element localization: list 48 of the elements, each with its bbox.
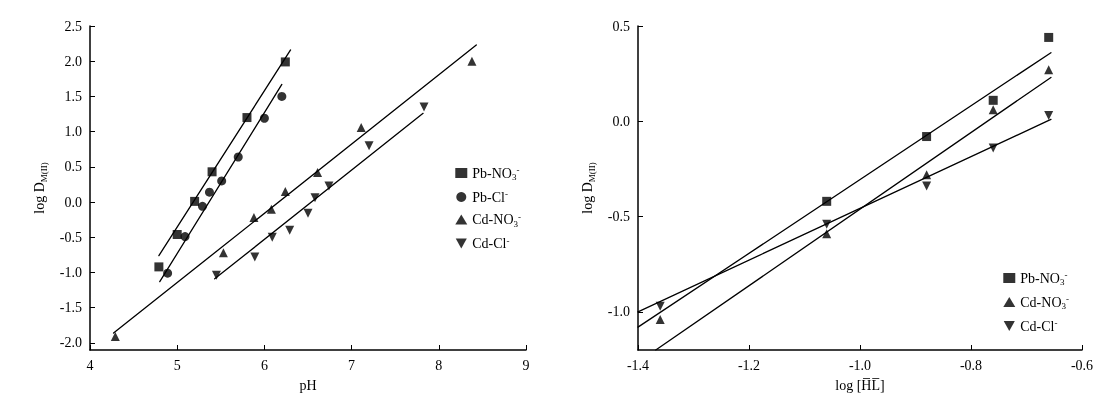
x-tick-label: -0.8 xyxy=(959,357,983,373)
x-tick-label: 5 xyxy=(173,357,181,373)
point xyxy=(324,181,334,191)
y-tick-label: -0.5 xyxy=(607,209,630,225)
legend-label: Cd-Cl- xyxy=(472,235,510,251)
y-tick-label: 2.0 xyxy=(64,53,82,69)
x-tick-label: 4 xyxy=(86,357,94,373)
x-axis-title: pH xyxy=(299,377,317,393)
y-tick-label: 0.5 xyxy=(612,18,630,34)
point xyxy=(655,315,665,325)
y-tick-label: -1.0 xyxy=(607,304,630,320)
y-tick-label: -1.5 xyxy=(59,300,82,316)
point xyxy=(204,187,214,197)
point xyxy=(211,270,221,280)
x-tick-label: -1.0 xyxy=(848,357,872,373)
x-tick-label: -0.6 xyxy=(1070,357,1094,373)
x-tick-label: 6 xyxy=(260,357,268,373)
y-tick-label: 0.5 xyxy=(64,159,82,175)
y-tick-label: 2.5 xyxy=(64,18,82,34)
point xyxy=(364,141,374,151)
y-axis-title: log DM(II) xyxy=(580,162,597,214)
y-tick-label: -0.5 xyxy=(59,229,82,245)
y-tick-label: 0.0 xyxy=(64,194,82,210)
y-tick-label: -1.0 xyxy=(59,265,82,281)
point xyxy=(988,95,998,105)
x-tick-label: -1.2 xyxy=(737,357,761,373)
point xyxy=(218,248,228,258)
x-tick-label: 7 xyxy=(348,357,356,373)
y-tick-label: 0.0 xyxy=(612,113,630,129)
point xyxy=(198,201,207,211)
point xyxy=(277,91,287,101)
point xyxy=(1044,111,1054,121)
x-tick-label: -1.4 xyxy=(626,357,650,373)
y-tick-label: -2.0 xyxy=(59,335,82,351)
x-axis-title: log [H̅L̅] xyxy=(835,377,885,393)
x-tick-label: 9 xyxy=(522,357,530,373)
point xyxy=(266,204,276,214)
y-tick-label: 1.5 xyxy=(64,88,82,104)
point xyxy=(356,122,366,132)
point xyxy=(467,56,477,66)
point xyxy=(303,208,313,218)
legend-label: Pb-Cl- xyxy=(472,189,508,205)
y-tick-label: 1.0 xyxy=(64,124,82,140)
legend-label: Cd-Cl- xyxy=(1020,318,1058,334)
point xyxy=(154,262,164,272)
x-tick-label: 8 xyxy=(435,357,443,373)
y-axis-title: log DM(II) xyxy=(32,162,49,214)
point xyxy=(1044,32,1054,42)
